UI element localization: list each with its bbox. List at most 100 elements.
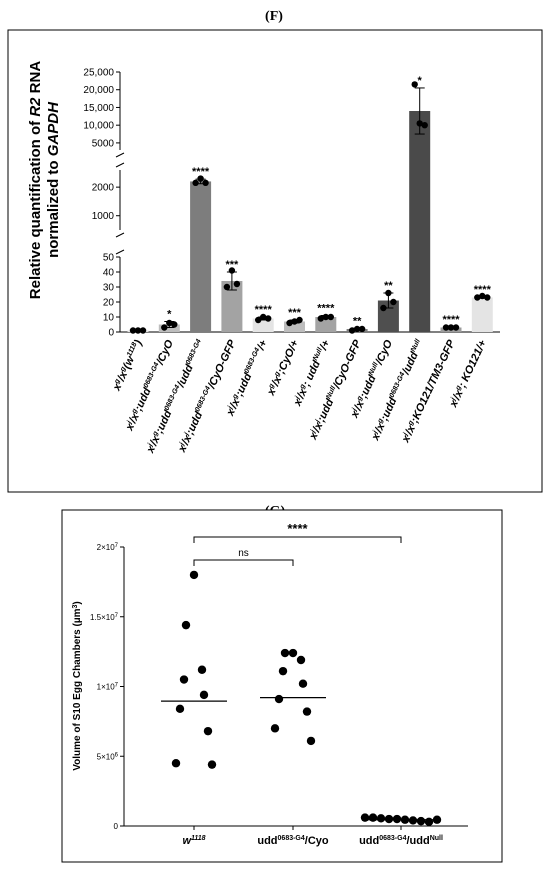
data-point — [376, 814, 386, 823]
bar — [158, 324, 180, 332]
data-point — [233, 280, 241, 288]
data-point — [392, 814, 402, 824]
panel-frame — [61, 509, 503, 863]
significance-label: **** — [442, 314, 460, 326]
y-tick-label: 15,000 — [83, 103, 114, 114]
data-point — [171, 759, 181, 768]
y-tick-label: 1000 — [92, 211, 115, 222]
y-axis-label-line2: normalized to GAPDH — [45, 101, 62, 258]
group-label: w1118​ — [182, 835, 205, 847]
y-tick-label: 40 — [103, 268, 115, 279]
data-point — [348, 327, 356, 334]
group-label: udd0683-G4​/uddNull​ — [359, 835, 443, 847]
data-point — [207, 760, 217, 769]
data-point — [416, 120, 423, 127]
data-point — [306, 736, 316, 746]
y-tick-label: 5000 — [92, 138, 115, 149]
data-point — [322, 313, 329, 321]
significance-label: * — [167, 309, 172, 321]
data-point — [484, 294, 491, 301]
data-point — [192, 179, 199, 187]
data-point — [260, 313, 267, 321]
data-point — [479, 292, 486, 300]
y-tick-label: 20 — [103, 298, 115, 309]
comparison-label: **** — [287, 521, 308, 536]
axis-break-mark — [115, 232, 125, 238]
panel-f: (F) 0 10 20 30 40 50 1000 2000 5000 10,000 15,000 20… — [7, 9, 543, 493]
bar — [190, 181, 212, 332]
data-point — [134, 327, 142, 334]
data-point — [255, 316, 262, 324]
data-point — [317, 315, 324, 322]
data-point — [274, 694, 284, 704]
data-point — [327, 313, 334, 321]
bar — [471, 297, 493, 332]
data-point — [203, 726, 213, 736]
data-point — [447, 324, 455, 331]
data-point — [278, 666, 288, 676]
data-point — [411, 81, 418, 88]
data-point — [296, 655, 306, 665]
y-tick-label: 5×106 — [97, 752, 119, 761]
axis-break-mark — [115, 162, 125, 168]
data-point — [291, 318, 298, 325]
data-point — [161, 324, 168, 331]
data-point — [416, 816, 426, 826]
y-tick-label: 0 — [114, 822, 119, 831]
group-label: udd0683-G4​/Cyo — [257, 835, 329, 847]
data-point — [424, 817, 434, 827]
comparison-bracket — [193, 536, 402, 543]
data-point — [302, 707, 312, 716]
data-point — [179, 675, 189, 684]
y-tick-label: 50 — [103, 253, 115, 264]
axis-break-mark — [115, 249, 125, 255]
significance-label: *** — [225, 259, 239, 271]
data-point — [270, 724, 280, 733]
data-point — [202, 179, 209, 187]
data-point — [288, 648, 298, 658]
data-point — [380, 304, 387, 312]
y-tick-label: 1.5×107 — [90, 613, 119, 622]
data-point — [353, 325, 361, 333]
bar — [221, 281, 243, 332]
data-point — [129, 327, 137, 334]
data-point — [197, 665, 207, 674]
data-point — [265, 315, 272, 322]
comparison-bracket — [193, 559, 294, 566]
data-point — [181, 620, 191, 630]
data-point — [298, 679, 308, 688]
data-point — [384, 814, 394, 824]
data-point — [199, 690, 209, 700]
data-point — [385, 289, 392, 297]
data-point — [408, 816, 418, 825]
data-point — [452, 324, 460, 331]
significance-label: **** — [255, 304, 273, 316]
bar — [409, 111, 431, 332]
data-point — [474, 294, 481, 301]
y-tick-label: 30 — [103, 283, 115, 294]
data-point — [175, 704, 185, 714]
data-point — [197, 175, 204, 182]
y-axis-label: Volume of S10 Egg Chambers (µm3) — [72, 601, 83, 771]
y-tick-label: 0 — [108, 328, 114, 339]
panel-frame — [7, 29, 543, 493]
axis-break-mark — [115, 152, 125, 158]
data-point — [360, 813, 370, 822]
data-point — [358, 325, 366, 333]
data-point — [286, 319, 293, 327]
data-point — [223, 283, 231, 291]
significance-label: **** — [317, 303, 335, 315]
y-tick-label: 10 — [103, 313, 115, 324]
bar — [284, 321, 305, 332]
y-tick-label: 1×107 — [97, 683, 119, 692]
data-point — [139, 327, 147, 334]
data-point — [368, 813, 378, 822]
data-point — [390, 298, 397, 306]
y-tick-label: 20,000 — [83, 85, 114, 96]
y-tick-label: 10,000 — [83, 121, 114, 132]
data-point — [421, 121, 428, 129]
significance-label: **** — [192, 166, 210, 178]
significance-label: * — [418, 75, 423, 87]
